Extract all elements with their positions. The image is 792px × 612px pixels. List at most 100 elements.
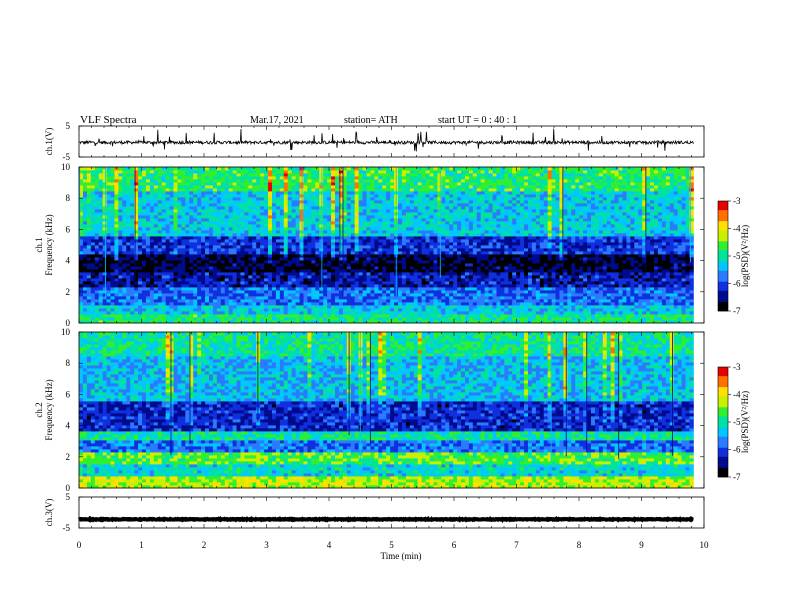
ch1-spectrogram-cell [402,260,406,263]
ch1-spectrogram-cell [331,296,335,299]
ch1-spectrogram-cell [524,299,528,302]
ch1-spectrogram-cell [272,236,276,239]
ch1-spectrogram-cell [114,278,118,281]
ch1-spectrogram-cell [552,299,556,302]
ch1-spectrogram-cell [331,281,335,284]
ch1-spectrogram-cell [536,251,540,254]
ch1-spectrogram-cell [142,233,146,236]
ch1-spectrogram-cell [363,233,367,236]
ch1-spectrogram-cell [146,251,150,254]
ch1-spectrogram-cell [244,257,248,260]
ch1-spectrogram-cell [473,290,477,293]
ch1-spectrogram-cell [177,305,181,308]
ch1-spectrogram-cell [193,269,197,272]
ch1-spectrogram-cell [378,242,382,245]
ch1-spectrogram-cell [319,230,323,233]
ch1-spectrogram-cell [174,236,178,239]
ch1-spectrogram-cell [370,245,374,248]
ch1-spectrogram-cell [122,317,126,320]
ch1-spectrogram-cell [382,254,386,257]
ch1-spectrogram-cell [107,281,111,284]
ch1-spectrogram-cell [686,239,690,242]
ch1-spectrogram-cell [331,251,335,254]
ch1-spectrogram-cell [264,242,268,245]
ch1-spectrogram-cell [430,314,434,317]
ch1-spectrogram-cell [359,299,363,302]
ch1-spectrogram-cell [363,296,367,299]
ch1-spectrogram-cell [430,239,434,242]
ch1-spectrogram-cell [418,242,422,245]
ch1-spectrogram-cell [284,290,288,293]
ch1-spectrogram-cell [288,272,292,275]
ch1-spectrogram-cell [489,290,493,293]
ch1-waveform-panel: 5-5ch.1(V) [44,121,704,162]
ch1-spectrogram-cell [343,254,347,257]
ch1-spectrogram-cell [303,254,307,257]
ch1-spectrogram-cell [303,296,307,299]
ch1-spectrogram-cell [469,314,473,317]
ch1-spectrogram-cell [473,272,477,275]
ch1-spectrogram-cell [240,284,244,287]
ch1-spectrogram-cell [201,317,205,320]
ch1-spectrogram-cell [583,308,587,311]
ch1-spectrogram-cell [272,251,276,254]
ch1-spectrogram-cell [615,269,619,272]
ch1-spectrogram-cell [595,245,599,248]
ch1-spectrogram-cell [260,284,264,287]
ch1-spectrogram-cell [402,299,406,302]
ch1-spectrogram-cell [662,308,666,311]
ch1-spectrogram-cell [193,290,197,293]
ch1-spectrogram-cell [504,308,508,311]
ch1-spectrogram-cell [118,278,122,281]
ch1-spectrogram-cell [418,308,422,311]
ch1-spectrogram-cell [544,272,548,275]
ch1-spectrogram-cell [158,281,162,284]
ch1-spectrogram-cell [331,293,335,296]
ch1-spectrogram-cell [319,296,323,299]
ch1-spectrogram-cell [595,272,599,275]
ch1-spectrogram-cell [205,263,209,266]
ch1-spectrogram-cell [138,254,142,257]
ch1-spectrogram-cell [390,314,394,317]
ch1-spectrogram-cell [367,284,371,287]
ch1-spectrogram-cell [126,239,130,242]
ch1-spectrogram-cell [445,293,449,296]
ch1-spectrogram-cell [658,266,662,269]
ch1-spectrogram-cell [209,269,213,272]
ch1-spectrogram-cell [264,311,268,314]
ch1-spectrogram-cell [591,239,595,242]
ch1-spectrogram-cell [276,311,280,314]
ch1-spectrogram-cell [237,248,241,251]
ch1-spectrogram-cell [185,308,189,311]
ch1-spectrogram-cell [563,281,567,284]
ch1-spectrogram-cell [296,242,300,245]
ch1-spectrogram-cell [225,245,229,248]
ch1-spectrogram-cell [268,266,272,269]
ch1-spectrogram-cell [536,257,540,260]
ch1-spectrogram-cell [414,245,418,248]
ch1-spectrogram-cell [256,308,260,311]
ch1-spectrogram-cell [603,257,607,260]
ch1-spectrogram-cell [481,263,485,266]
ch1-spectrogram-cell [248,263,252,266]
ch1-spectrogram-cell [536,299,540,302]
ch1-spectrogram-cell [674,287,678,290]
ch1-spectrogram-cell [457,281,461,284]
ch1-spectrogram-cell [272,305,276,308]
ch1-spectrogram-cell [536,254,540,257]
ch1-spectrogram-cell [256,272,260,275]
ch1-spectrogram-cell [209,260,213,263]
ch1-spectrogram-cell [158,284,162,287]
ch1-spectrogram-cell [638,266,642,269]
ch1-spectrogram-cell [158,317,162,320]
ch1-spectrogram-cell [264,302,268,305]
ch1-spectrogram-cell [622,308,626,311]
ch1-spectrogram-cell [626,242,630,245]
ch1-spectrogram-cell [469,236,473,239]
ch1-spectrogram-cell [229,260,233,263]
ch1-spectrogram-cell [481,296,485,299]
ch1-spectrogram-cell [540,233,544,236]
ch1-spectrogram-cell [193,266,197,269]
ch1-spectrogram-cell [374,263,378,266]
ch1-spectrogram-cell [185,296,189,299]
